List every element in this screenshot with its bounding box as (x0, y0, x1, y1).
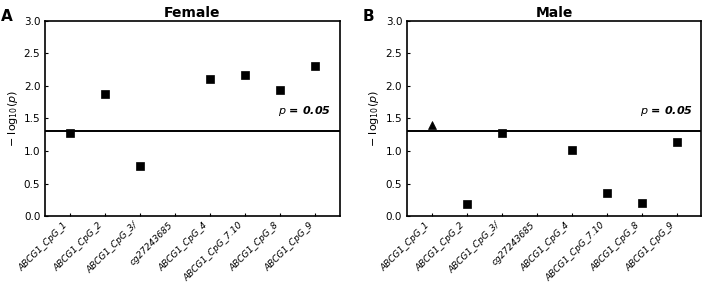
Text: $p$ = 0.05: $p$ = 0.05 (278, 104, 331, 118)
Title: Female: Female (164, 5, 221, 20)
Text: $p$ = 0.05: $p$ = 0.05 (640, 104, 693, 118)
Title: Male: Male (536, 5, 573, 20)
Y-axis label: $-\ \mathrm{log}_{10}(p)$: $-\ \mathrm{log}_{10}(p)$ (368, 90, 381, 147)
Text: A: A (1, 9, 13, 24)
Y-axis label: $-\ \mathrm{log}_{10}(p)$: $-\ \mathrm{log}_{10}(p)$ (6, 90, 20, 147)
Text: B: B (363, 9, 375, 24)
